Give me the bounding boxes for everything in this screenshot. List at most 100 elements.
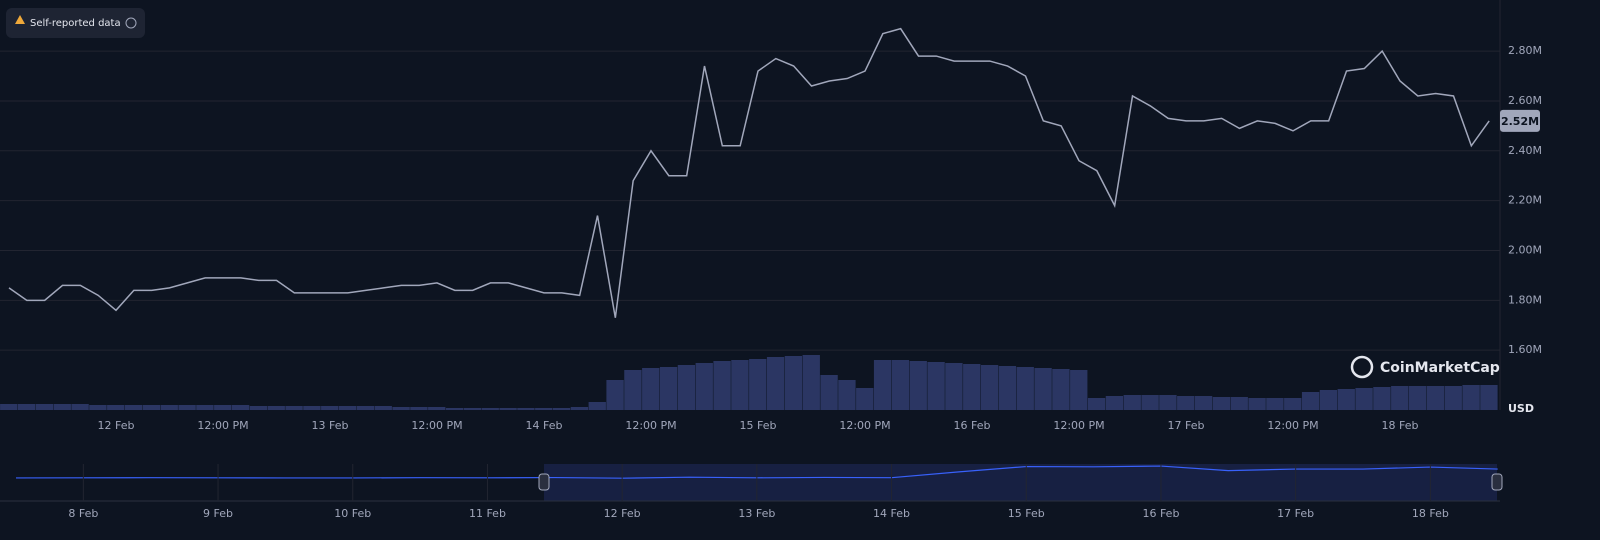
volume-bar <box>1373 387 1391 410</box>
volume-bar <box>1444 386 1462 410</box>
volume-bar <box>35 404 54 410</box>
volume-bar <box>642 368 660 410</box>
badge-box <box>6 8 145 38</box>
x-tick-label: 15 Feb <box>740 419 777 432</box>
volume-bar <box>214 405 232 410</box>
volume-bar <box>784 356 803 410</box>
x-tick-label: 12:00 PM <box>625 419 676 432</box>
volume-bar <box>927 362 945 410</box>
navigator-label: 11 Feb <box>469 507 506 520</box>
volume-bar <box>267 406 285 410</box>
y-tick-label: 2.80M <box>1508 44 1542 57</box>
volume-bar <box>1480 385 1498 410</box>
x-tick-label: 13 Feb <box>312 419 349 432</box>
volume-bar <box>1248 398 1266 410</box>
badge-text: Self-reported data <box>30 18 121 29</box>
info-icon[interactable] <box>125 17 137 29</box>
navigator-label: 14 Feb <box>873 507 910 520</box>
volume-bar <box>838 380 856 410</box>
volume-bar <box>17 404 36 410</box>
volume-bar <box>107 405 125 410</box>
volume-bar <box>945 363 963 410</box>
volume-bar <box>1355 388 1373 410</box>
volume-bar <box>588 402 606 410</box>
navigator-selection[interactable] <box>544 464 1497 501</box>
navigator-label: 8 Feb <box>68 507 98 520</box>
volume-bar <box>570 407 589 410</box>
volume-bar <box>303 406 321 410</box>
volume-bar <box>552 408 571 410</box>
volume-bar <box>802 355 820 410</box>
y-tick-label: 2.00M <box>1508 243 1542 256</box>
y-tick-label: 2.60M <box>1508 94 1542 107</box>
warning-icon <box>15 15 25 24</box>
volume-bar <box>160 405 178 410</box>
volume-bar <box>1070 370 1088 410</box>
volume-bar <box>445 408 464 410</box>
x-tick-label: 18 Feb <box>1382 419 1419 432</box>
volume-bar <box>873 360 892 410</box>
x-tick-label: 14 Feb <box>526 419 563 432</box>
volume-bar <box>1391 386 1409 410</box>
logo-icon <box>1350 355 1374 379</box>
volume-bar <box>53 404 71 410</box>
volume-bar <box>249 406 268 410</box>
x-tick-label: 16 Feb <box>954 419 991 432</box>
volume-bar <box>1052 369 1070 410</box>
volume-bar <box>624 370 642 410</box>
volume-bar <box>1426 386 1445 410</box>
volume-bar <box>1087 398 1106 410</box>
volume-bar <box>1177 396 1195 410</box>
volume-bar <box>1212 397 1231 410</box>
volume-bar <box>499 408 517 410</box>
volume-bar <box>428 407 446 410</box>
volume-bar <box>321 406 339 410</box>
volume-bar <box>980 365 999 410</box>
volume-bar <box>713 361 731 410</box>
y-tick-label: 1.80M <box>1508 293 1542 306</box>
volume-bar <box>142 405 161 410</box>
volume-bar <box>196 405 214 410</box>
volume-bar <box>1105 396 1124 410</box>
x-tick-label: 17 Feb <box>1168 419 1205 432</box>
watermark: CoinMarketCap <box>1380 360 1500 376</box>
volume-bar <box>766 357 785 410</box>
volume-bar <box>535 408 553 410</box>
volume-bar <box>481 408 499 410</box>
volume-bar <box>1230 397 1248 410</box>
volume-bar <box>1266 398 1284 410</box>
volume-bar <box>606 380 624 410</box>
volume-bar <box>963 364 981 410</box>
volume-bar <box>856 388 874 410</box>
current-value-box <box>1500 109 1540 132</box>
navigator-label: 12 Feb <box>604 507 641 520</box>
volume-bar <box>1194 396 1213 410</box>
volume-bar <box>392 407 410 410</box>
volume-bar <box>1301 392 1320 410</box>
navigator-handle[interactable] <box>1491 473 1503 491</box>
currency-label: USD <box>1508 402 1534 415</box>
volume-bar <box>1462 385 1480 410</box>
volume-bar <box>820 375 838 410</box>
volume-bar <box>1141 395 1159 410</box>
volume-bar <box>0 404 18 410</box>
volume-bar <box>1284 398 1302 410</box>
navigator-label: 16 Feb <box>1142 507 1179 520</box>
volume-bar <box>338 406 357 410</box>
x-tick-label: 12:00 PM <box>197 419 248 432</box>
volume-bar <box>410 407 428 410</box>
volume-bar <box>677 365 696 410</box>
x-tick-label: 12:00 PM <box>1267 419 1318 432</box>
navigator-label: 13 Feb <box>738 507 775 520</box>
volume-bar <box>891 360 910 410</box>
x-tick-label: 12 Feb <box>98 419 135 432</box>
volume-bar <box>1408 386 1427 410</box>
volume-bar <box>517 408 535 410</box>
volume-bar <box>731 360 749 410</box>
volume-bar <box>1337 389 1355 410</box>
navigator-label: 10 Feb <box>334 507 371 520</box>
volume-bar <box>1034 368 1052 410</box>
navigator-label: 9 Feb <box>203 507 233 520</box>
navigator-handle[interactable] <box>538 473 550 491</box>
